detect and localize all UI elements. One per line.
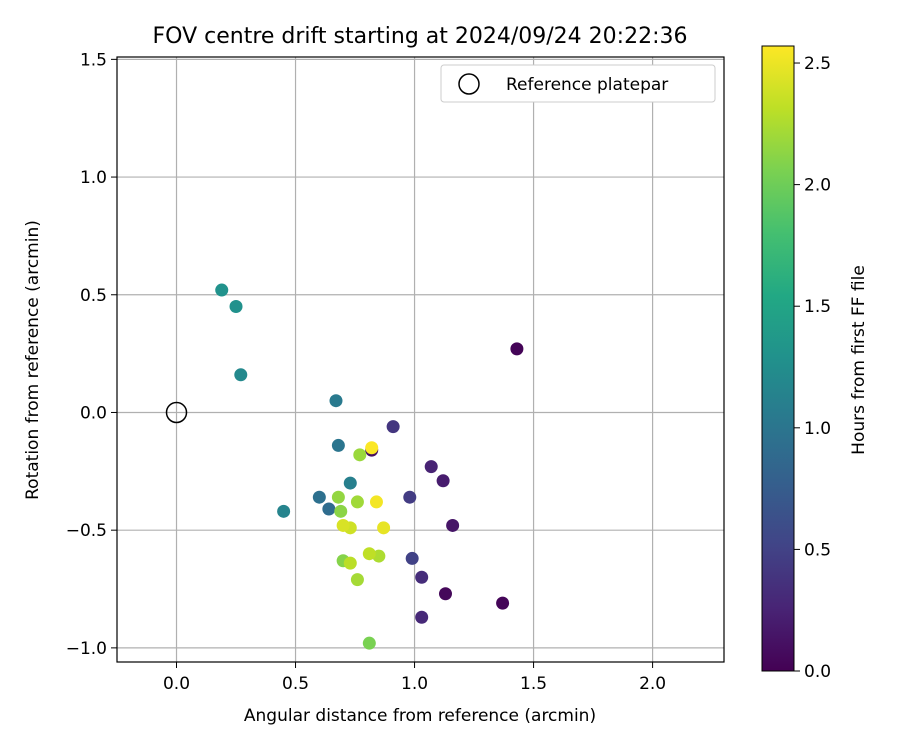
data-point: [415, 610, 429, 624]
x-tick-label: 1.5: [520, 674, 547, 694]
x-tick-label: 2.0: [639, 674, 666, 694]
y-axis-label: Rotation from reference (arcmin): [23, 220, 43, 500]
y-tick-label: 0.0: [80, 403, 107, 423]
colorbar-tick-label: 1.0: [804, 419, 831, 439]
data-point: [496, 596, 510, 610]
colorbar-tick-label: 0.0: [804, 662, 831, 682]
data-point: [436, 474, 450, 488]
data-point: [405, 551, 419, 565]
plot-frame: [116, 56, 725, 663]
colorbar-gradient: [761, 45, 795, 672]
data-point: [331, 490, 345, 504]
y-tick-label: 1.5: [80, 50, 107, 70]
data-point: [336, 518, 350, 532]
data-point: [362, 547, 376, 561]
reference-marker: [165, 401, 188, 424]
data-point: [343, 556, 357, 570]
grid: [117, 57, 724, 662]
data-point: [386, 420, 400, 434]
legend-reference-marker: [458, 73, 480, 95]
data-point: [350, 573, 364, 587]
colorbar-tick-label: 0.5: [804, 540, 831, 560]
data-point: [377, 521, 391, 535]
x-tick-label: 0.5: [282, 674, 309, 694]
data-point: [350, 495, 364, 509]
y-tick-label: 1.0: [80, 168, 107, 188]
y-tick-label: −1.0: [66, 639, 107, 659]
data-point: [343, 476, 357, 490]
colorbar-ticks: 0.0 0.5 1.0 1.5 2.0 2.5: [794, 54, 831, 682]
y-tick-label: 0.5: [80, 286, 107, 306]
colorbar: 0.0 0.5 1.0 1.5 2.0 2.5 Hours from first FF f…: [761, 45, 869, 682]
colorbar-tick-label: 1.5: [804, 297, 831, 317]
legend: Reference platepar: [440, 64, 716, 103]
y-tick-label: −0.5: [66, 521, 107, 541]
legend-box: [440, 64, 716, 103]
x-axis-label: Angular distance from reference (arcmin): [244, 706, 596, 726]
scatter-points: [215, 283, 524, 650]
chart-title: FOV centre drift starting at 2024/09/24 …: [153, 24, 688, 49]
data-point: [510, 342, 524, 356]
data-point: [415, 570, 429, 584]
data-point: [234, 368, 248, 382]
colorbar-tick-label: 2.5: [804, 54, 831, 74]
data-point: [369, 495, 383, 509]
legend-label: Reference platepar: [506, 75, 668, 95]
data-point: [446, 518, 460, 532]
colorbar-label: Hours from first FF file: [849, 265, 869, 455]
data-point: [322, 502, 336, 516]
data-point: [229, 300, 243, 314]
colorbar-tick-label: 2.0: [804, 176, 831, 196]
x-tick-label: 0.0: [163, 674, 190, 694]
data-point: [331, 438, 345, 452]
x-tick-label: 1.0: [401, 674, 428, 694]
data-point: [365, 441, 379, 455]
data-point: [403, 490, 417, 504]
data-point: [353, 448, 367, 462]
data-point: [215, 283, 229, 297]
y-axis-ticks: −1.0 −0.5 0.0 0.5 1.0 1.5: [66, 50, 117, 659]
data-point: [362, 636, 376, 650]
data-point: [424, 460, 438, 474]
data-point: [312, 490, 326, 504]
x-axis-ticks: 0.0 0.5 1.0 1.5 2.0: [163, 662, 666, 694]
data-point: [277, 504, 291, 518]
data-point: [438, 587, 452, 601]
data-point: [329, 394, 343, 408]
data-point: [334, 504, 348, 518]
